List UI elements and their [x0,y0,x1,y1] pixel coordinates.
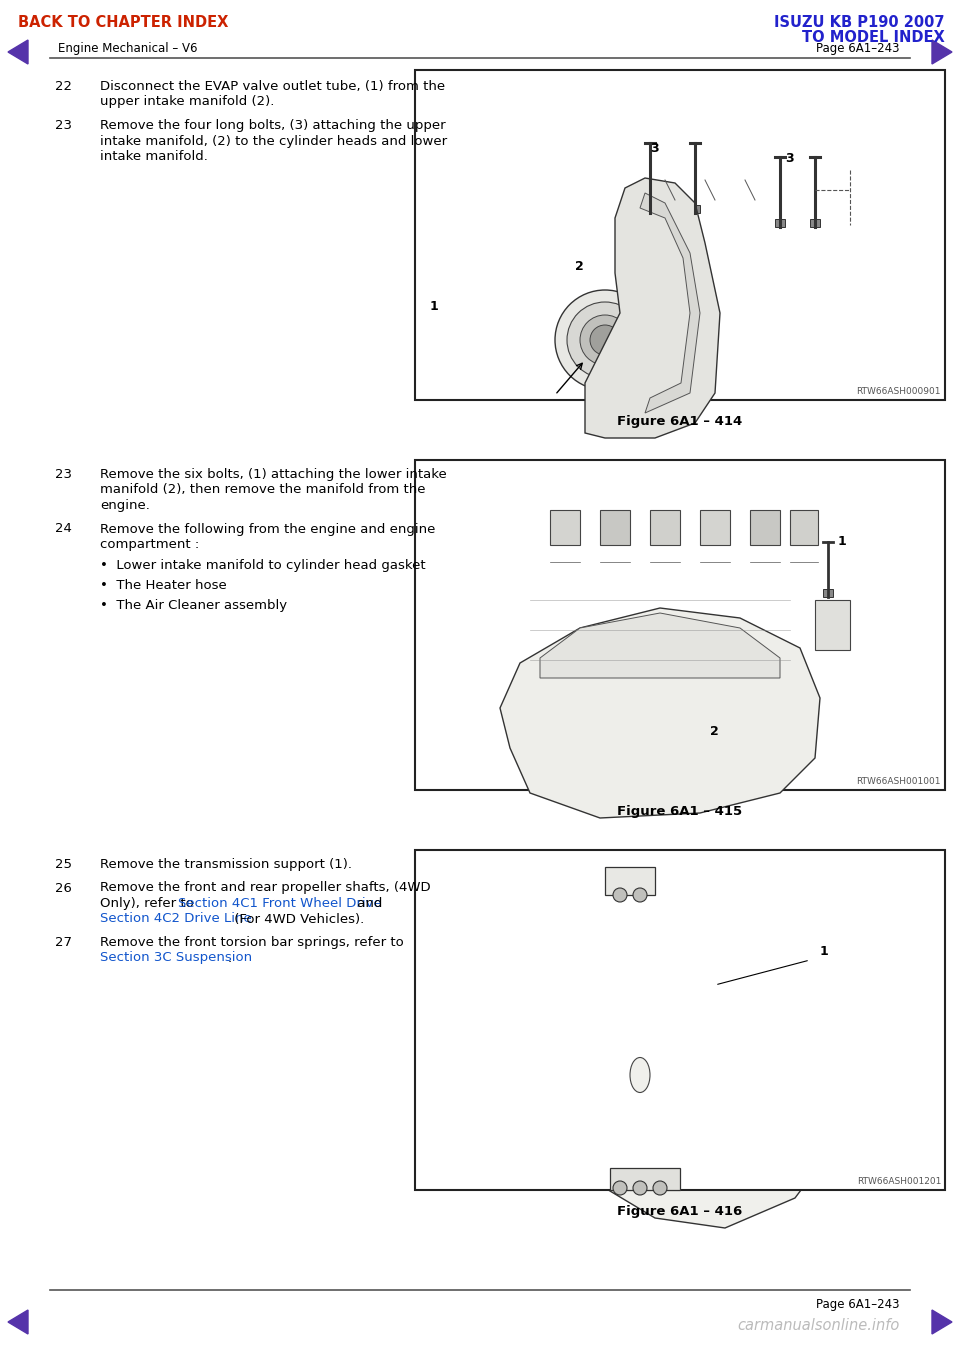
Bar [750,511,780,545]
Circle shape [633,1181,647,1195]
Bar [650,511,680,545]
Text: ISUZU KB P190 2007: ISUZU KB P190 2007 [775,15,945,30]
Text: upper intake manifold (2).: upper intake manifold (2). [100,95,275,109]
Text: engine.: engine. [100,498,150,512]
Text: Only), refer to: Only), refer to [100,898,198,910]
Text: 1: 1 [838,535,847,549]
Bar [415,460,945,790]
Text: BACK TO CHAPTER INDEX: BACK TO CHAPTER INDEX [18,15,228,30]
Circle shape [555,291,655,390]
Text: intake manifold, (2) to the cylinder heads and lower: intake manifold, (2) to the cylinder hea… [100,134,447,148]
Circle shape [653,1181,667,1195]
Bar [810,219,820,227]
Text: 25: 25 [55,858,72,870]
Circle shape [613,1181,627,1195]
Text: 2: 2 [575,259,584,273]
Text: 27: 27 [55,936,72,949]
Text: 3: 3 [785,152,794,166]
Text: Section 4C2 Drive Line: Section 4C2 Drive Line [100,913,252,926]
Text: Page 6A1–243: Page 6A1–243 [817,1298,900,1310]
Bar [550,511,580,545]
Bar [690,205,700,213]
Bar [645,205,655,213]
Text: 24: 24 [55,523,72,535]
Polygon shape [585,989,620,1099]
Text: RTW66ASH000901: RTW66ASH000901 [856,387,941,397]
Text: Remove the transmission support (1).: Remove the transmission support (1). [100,858,352,870]
Text: Remove the four long bolts, (3) attaching the upper: Remove the four long bolts, (3) attachin… [100,120,445,132]
Bar [775,219,785,227]
Bar [790,511,818,545]
Bar [600,511,630,545]
Polygon shape [8,1310,28,1334]
Ellipse shape [630,1058,650,1092]
Polygon shape [500,608,820,818]
Text: Remove the six bolts, (1) attaching the lower intake: Remove the six bolts, (1) attaching the … [100,469,446,481]
Text: 1: 1 [430,300,439,312]
Bar [415,71,945,401]
Text: •  The Air Cleaner assembly: • The Air Cleaner assembly [100,599,287,611]
Text: carmanualsonline.info: carmanualsonline.info [737,1319,900,1334]
Text: and: and [353,898,382,910]
Bar [610,1168,680,1190]
Circle shape [613,888,627,902]
Circle shape [590,325,620,354]
Text: •  Lower intake manifold to cylinder head gasket: • Lower intake manifold to cylinder head… [100,559,425,573]
Polygon shape [8,39,28,64]
Bar [700,511,730,545]
Bar [605,866,655,895]
Text: Figure 6A1 – 414: Figure 6A1 – 414 [617,416,743,428]
Text: RTW66ASH001201: RTW66ASH001201 [856,1177,941,1186]
Circle shape [580,315,630,365]
Text: Section 4C1 Front Wheel Drive: Section 4C1 Front Wheel Drive [178,898,382,910]
Text: TO MODEL INDEX: TO MODEL INDEX [803,30,945,45]
Text: Remove the front and rear propeller shafts, (4WD: Remove the front and rear propeller shaf… [100,881,431,895]
Text: manifold (2), then remove the manifold from the: manifold (2), then remove the manifold f… [100,483,425,497]
Text: 23: 23 [55,469,72,481]
Text: 2: 2 [710,725,719,737]
Text: 22: 22 [55,80,72,92]
Text: Figure 6A1 – 416: Figure 6A1 – 416 [617,1205,743,1218]
Text: 26: 26 [55,881,72,895]
Text: 23: 23 [55,120,72,132]
Circle shape [633,888,647,902]
Text: Engine Mechanical – V6: Engine Mechanical – V6 [58,42,198,56]
Polygon shape [540,612,780,678]
Text: compartment :: compartment : [100,538,200,551]
Polygon shape [585,178,720,439]
Polygon shape [932,1310,952,1334]
Text: Figure 6A1 – 415: Figure 6A1 – 415 [617,805,743,818]
Text: •  The Heater hose: • The Heater hose [100,579,227,592]
Text: Remove the following from the engine and engine: Remove the following from the engine and… [100,523,436,535]
Text: Disconnect the EVAP valve outlet tube, (1) from the: Disconnect the EVAP valve outlet tube, (… [100,80,445,92]
Bar [415,850,945,1190]
Text: Page 6A1–243: Page 6A1–243 [817,42,900,56]
Text: Remove the front torsion bar springs, refer to: Remove the front torsion bar springs, re… [100,936,404,949]
Polygon shape [585,1028,825,1228]
Polygon shape [932,39,952,64]
Bar [815,600,850,650]
Text: (For 4WD Vehicles).: (For 4WD Vehicles). [230,913,364,926]
Text: Section 3C Suspension: Section 3C Suspension [100,952,252,964]
Text: RTW66ASH001001: RTW66ASH001001 [856,777,941,786]
Bar [823,589,833,598]
Circle shape [567,301,643,378]
Text: 1: 1 [820,945,828,957]
Text: .: . [228,952,232,964]
Text: intake manifold.: intake manifold. [100,149,208,163]
Polygon shape [640,193,700,413]
Text: 3: 3 [650,143,659,155]
